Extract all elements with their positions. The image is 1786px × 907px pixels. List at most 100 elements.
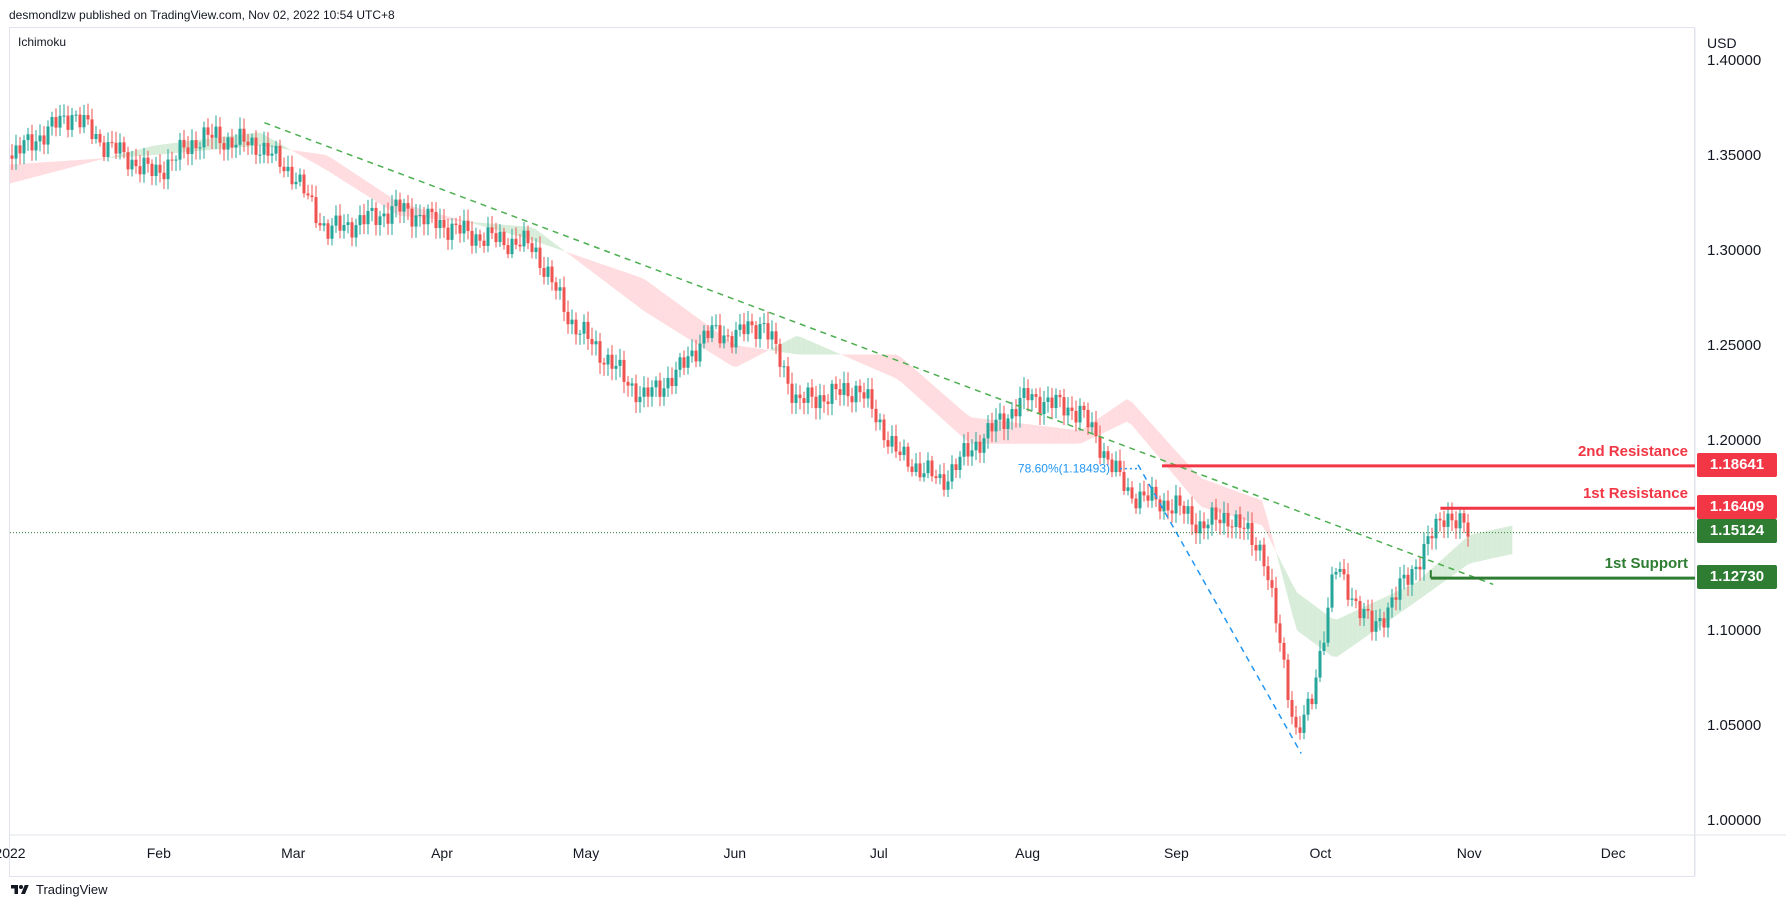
candle-body: [438, 219, 442, 229]
candle-body: [1422, 543, 1426, 570]
candle-body: [418, 214, 422, 216]
ichimoku-cloud-segment: [1101, 412, 1107, 434]
candle-body: [1094, 422, 1098, 437]
candle-body: [834, 383, 838, 390]
candle-body: [1430, 536, 1434, 539]
candle-body: [922, 473, 926, 478]
x-tick-label: Nov: [1457, 845, 1482, 861]
candle-body: [1242, 527, 1246, 529]
x-tick-label: Aug: [1015, 845, 1040, 861]
candle-body: [606, 354, 610, 365]
candle-body: [306, 193, 310, 196]
candle-body: [1134, 498, 1138, 509]
ichimoku-cloud-segment: [1382, 596, 1388, 626]
ichimoku-cloud-segment: [370, 183, 376, 202]
candle-body: [1046, 397, 1050, 402]
ichimoku-cloud-segment: [826, 348, 832, 355]
ichimoku-cloud-segment: [846, 354, 852, 359]
y-tick-label: 1.10000: [1707, 622, 1761, 639]
ichimoku-cloud-segment: [75, 159, 81, 167]
ichimoku-cloud-segment: [891, 354, 897, 379]
candle-body: [1366, 608, 1370, 611]
candle-body: [1026, 388, 1030, 401]
candle-body: [190, 140, 194, 155]
candle-body: [590, 338, 594, 345]
candle-body: [854, 385, 858, 403]
candle-body: [1286, 659, 1290, 701]
candle-body: [410, 208, 414, 227]
candle-body: [1394, 597, 1398, 600]
ichimoku-cloud-segment: [1412, 581, 1418, 605]
candle-body: [938, 474, 942, 479]
candle-body: [686, 356, 690, 368]
candle-body: [846, 383, 850, 397]
candle-body: [414, 215, 418, 227]
ichimoku-cloud-segment: [1031, 424, 1037, 444]
candle-body: [98, 133, 102, 143]
ichimoku-cloud-segment: [575, 255, 581, 264]
ichimoku-cloud-segment: [70, 160, 76, 168]
ichimoku-cloud-segment: [1156, 429, 1162, 461]
ichimoku-cloud-segment: [340, 164, 346, 183]
ichimoku-cloud-segment: [1056, 427, 1062, 444]
candle-body: [1154, 486, 1158, 500]
ichimoku-cloud-segment: [1462, 536, 1468, 569]
candle-body: [1254, 545, 1258, 551]
candle-body: [302, 174, 306, 194]
indicator-name[interactable]: Ichimoku: [18, 35, 67, 49]
candle-body: [358, 215, 362, 226]
ichimoku-cloud-segment: [921, 374, 927, 405]
ichimoku-cloud-segment: [961, 409, 967, 441]
candle-body: [1350, 598, 1354, 600]
y-tick-label: 1.20000: [1707, 432, 1761, 449]
candle-body: [1434, 518, 1438, 539]
ichimoku-cloud-segment: [1322, 611, 1328, 653]
candle-body: [1054, 394, 1058, 408]
candle-body: [906, 446, 910, 467]
candle-body: [426, 208, 430, 225]
candle-body: [462, 220, 466, 234]
candle-body: [706, 330, 710, 339]
ichimoku-cloud-segment: [605, 265, 611, 287]
candle-body: [1114, 460, 1118, 473]
candle-body: [206, 127, 210, 135]
candle-body: [598, 341, 602, 363]
ichimoku-cloud-segment: [60, 160, 66, 171]
ichimoku-cloud-segment: [756, 348, 762, 357]
brand-name[interactable]: TradingView: [36, 882, 108, 897]
ichimoku-cloud-segment: [1452, 545, 1458, 576]
candle-body: [886, 440, 890, 447]
candle-body: [1398, 578, 1402, 600]
candle-body: [1078, 405, 1082, 423]
candle-body: [1270, 580, 1274, 588]
ichimoku-cloud-segment: [1176, 451, 1182, 485]
ichimoku-cloud-segment: [35, 162, 41, 177]
ichimoku-cloud-segment: [85, 159, 91, 164]
candle-body: [1418, 566, 1422, 570]
ichimoku-cloud-segment: [560, 248, 566, 252]
candle-body: [194, 140, 198, 149]
candle-body: [422, 214, 426, 225]
candle-body: [282, 166, 286, 172]
ichimoku-cloud-segment: [771, 346, 777, 352]
ichimoku-cloud-segment: [836, 352, 842, 355]
candle-body: [1346, 574, 1350, 600]
candle-body: [982, 438, 986, 453]
candle-body: [10, 155, 14, 159]
candle-body: [442, 219, 446, 228]
ichimoku-cloud-segment: [881, 354, 887, 375]
ichimoku-cloud-segment: [285, 146, 291, 150]
candle-body: [858, 385, 862, 393]
candle-body: [730, 336, 734, 348]
ichimoku-cloud-segment: [1352, 610, 1358, 647]
candle-body: [1302, 714, 1306, 733]
candle-body: [530, 243, 534, 253]
candle-body: [746, 321, 750, 335]
candle-body: [386, 213, 390, 224]
x-tick-label: 2022: [0, 845, 26, 861]
candle-body: [1022, 388, 1026, 398]
ichimoku-cloud-segment: [335, 160, 341, 179]
ichimoku-cloud-segment: [821, 345, 827, 355]
ichimoku-cloud-segment: [350, 170, 356, 189]
